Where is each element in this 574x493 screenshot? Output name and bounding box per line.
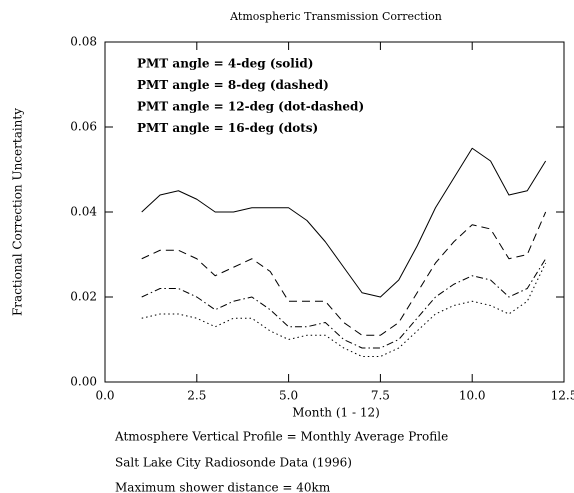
x-tick-label: 7.5 — [371, 389, 390, 403]
annotation: Atmosphere Vertical Profile = Monthly Av… — [114, 430, 448, 444]
legend-label: PMT angle = 8-deg (dashed) — [137, 78, 329, 92]
x-tick-label: 5.0 — [279, 389, 298, 403]
y-tick-label: 0.06 — [70, 120, 97, 134]
series-line — [141, 147, 547, 298]
annotation: Maximum shower distance = 40km — [115, 481, 331, 493]
plot-frame — [104, 41, 565, 383]
y-tick-label: 0.00 — [70, 375, 97, 389]
legend-label: PMT angle = 12-deg (dot-dashed) — [137, 100, 364, 114]
series-line — [141, 262, 547, 357]
x-axis-label: Month (1 - 12) — [292, 406, 380, 420]
legend-label: PMT angle = 4-deg (solid) — [137, 57, 313, 71]
x-tick-label: 2.5 — [187, 389, 206, 403]
y-tick-label: 0.08 — [70, 35, 97, 49]
y-tick-label: 0.02 — [70, 290, 97, 304]
y-axis-label: Fractional Correction Uncertainty — [11, 108, 25, 316]
annotation: Salt Lake City Radiosonde Data (1996) — [115, 456, 352, 470]
x-tick-label: 0.0 — [95, 389, 114, 403]
chart-title: Atmospheric Transmission Correction — [229, 10, 442, 23]
y-tick-label: 0.04 — [70, 205, 97, 219]
x-tick-label: 12.5 — [551, 389, 574, 403]
series-line — [141, 211, 547, 336]
legend-label: PMT angle = 16-deg (dots) — [137, 121, 318, 135]
series-line — [141, 258, 547, 349]
x-tick-label: 10.0 — [459, 389, 486, 403]
